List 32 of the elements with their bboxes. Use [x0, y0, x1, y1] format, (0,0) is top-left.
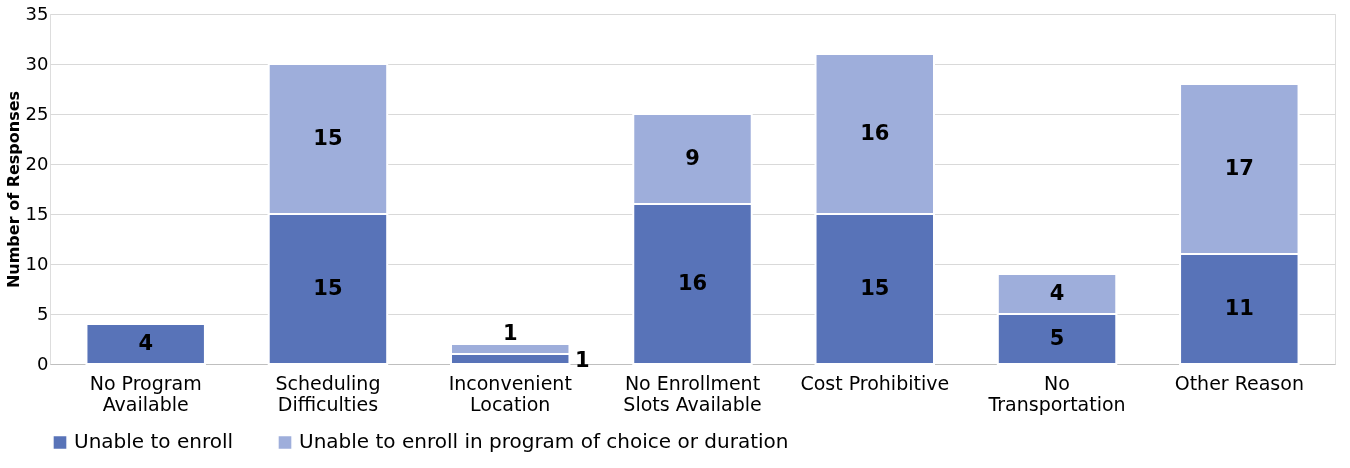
data-label: 1: [574, 348, 590, 372]
legend-label: Unable to enroll in program of choice or duration: [299, 429, 789, 454]
y-tick-label: 0: [37, 352, 49, 374]
data-label: 1: [502, 321, 518, 345]
legend-label: Unable to enroll: [74, 429, 234, 454]
y-tick-label: 35: [25, 2, 49, 24]
data-label: 4: [1049, 281, 1065, 305]
data-label: 16: [677, 271, 708, 295]
x-tick-label: No Program Available: [89, 371, 202, 415]
data-label: 5: [1049, 326, 1065, 350]
x-tick-label: Inconvenient Location: [448, 371, 572, 415]
x-tick-label: No Enrollment Slots Available: [623, 371, 762, 415]
y-tick-label: 15: [25, 202, 49, 224]
x-tick-label: Other Reason: [1174, 371, 1304, 394]
data-label: 9: [685, 146, 700, 170]
bar: [85, 323, 206, 365]
data-label: 17: [1224, 156, 1254, 180]
y-tick-label: 20: [25, 152, 49, 174]
y-axis-title: Number of Responses: [3, 90, 23, 289]
x-tick-label: No Transportation: [987, 371, 1126, 415]
y-tick-label: 5: [37, 302, 49, 324]
x-tick-label: Scheduling Difficulties: [275, 371, 381, 415]
data-label: 11: [1224, 296, 1254, 320]
data-label: 16: [860, 121, 890, 145]
y-tick-label: 25: [25, 102, 49, 124]
data-label: 4: [138, 331, 153, 355]
data-label: 15: [313, 276, 343, 300]
y-tick-label: 10: [25, 252, 49, 274]
data-label: 15: [313, 126, 343, 150]
data-label: 15: [860, 276, 890, 300]
x-tick-label: Cost Prohibitive: [800, 371, 950, 394]
y-tick-label: 30: [25, 52, 49, 74]
